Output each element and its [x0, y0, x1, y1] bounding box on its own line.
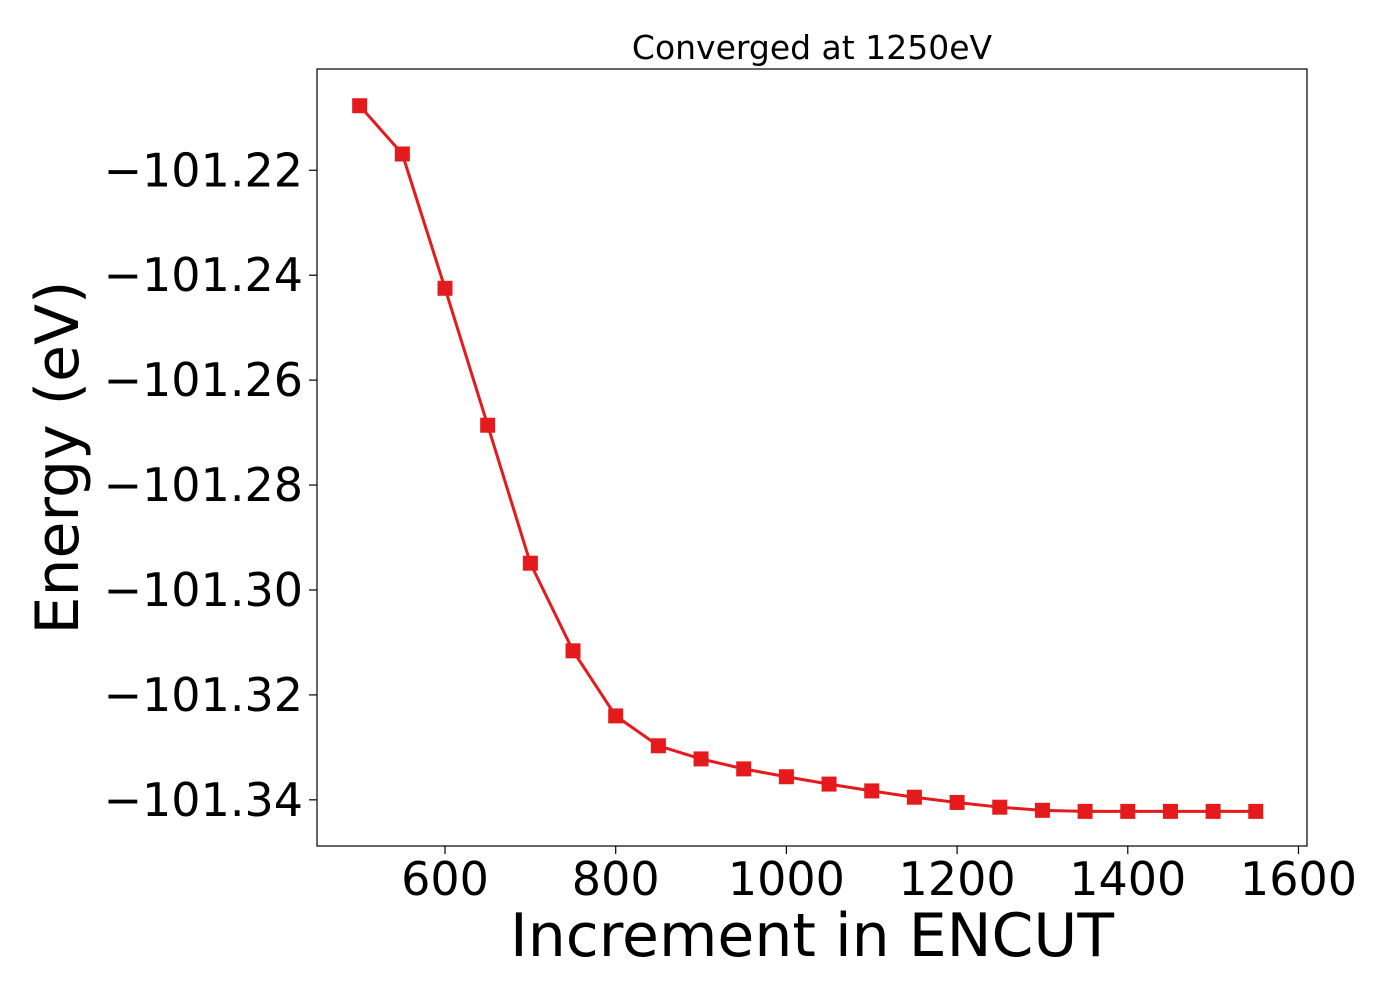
data-point [1248, 803, 1264, 819]
data-point [949, 794, 965, 810]
data-point [1077, 803, 1093, 819]
data-point [778, 769, 794, 785]
y-axis-label: Energy (eV) [23, 281, 93, 635]
data-point [864, 783, 880, 799]
plot-frame [316, 68, 1308, 847]
x-tick-label: 800 [572, 852, 660, 906]
data-point [1205, 803, 1221, 819]
data-point [1162, 803, 1178, 819]
x-tick-label: 1400 [1069, 852, 1186, 906]
x-tick-label: 1200 [899, 852, 1016, 906]
series-line [358, 104, 1256, 813]
data-point [693, 751, 709, 767]
x-axis-label: Increment in ENCUT [510, 901, 1114, 971]
chart-title: Converged at 1250eV [632, 28, 993, 67]
axis-ticks: 600 800 1000 1200 1400 1600 −101.22 −101.24 −101… [104, 143, 1358, 906]
data-point [821, 776, 837, 792]
data-point [650, 738, 666, 754]
y-tick-label: −101.34 [104, 773, 304, 827]
data-point [608, 708, 624, 724]
plot-area [316, 68, 1308, 847]
data-point [736, 761, 752, 777]
data-point [480, 417, 496, 433]
x-tick-label: 1600 [1240, 852, 1357, 906]
data-point [565, 643, 581, 659]
y-tick-label: −101.22 [104, 143, 304, 197]
y-tick-label: −101.32 [104, 668, 304, 722]
data-point [394, 146, 410, 162]
data-point [906, 789, 922, 805]
data-point [352, 98, 368, 114]
y-tick-label: −101.28 [104, 458, 304, 512]
y-tick-label: −101.24 [104, 248, 304, 302]
x-tick-label: 1000 [728, 852, 845, 906]
data-point [522, 555, 538, 571]
y-tick-label: −101.26 [104, 353, 304, 407]
data-point [992, 799, 1008, 815]
data-point [1120, 803, 1136, 819]
x-tick-label: 600 [401, 852, 489, 906]
data-point [1034, 802, 1050, 818]
data-point [437, 280, 453, 296]
y-tick-label: −101.30 [104, 563, 304, 617]
